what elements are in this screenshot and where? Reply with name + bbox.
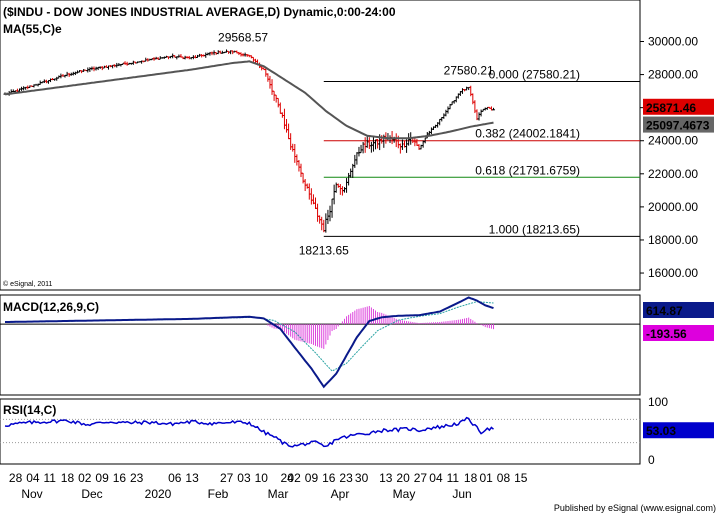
x-day-label: 09 bbox=[95, 471, 109, 485]
ma-badge: 25097.4673 bbox=[643, 116, 714, 133]
y-tick-label: 20000.00 bbox=[648, 200, 698, 214]
rsi-panel-frame bbox=[0, 398, 641, 465]
macd-hist-badge: -193.56 bbox=[643, 325, 714, 341]
x-day-label: 20 bbox=[396, 471, 410, 485]
macd-line bbox=[5, 296, 494, 389]
x-day-label: 23 bbox=[130, 471, 144, 485]
x-month-label: May bbox=[393, 487, 416, 501]
x-day-label: 18 bbox=[61, 471, 75, 485]
x-month-label: Jun bbox=[452, 487, 471, 501]
x-month-label: 2020 bbox=[145, 487, 172, 501]
x-day-label: 02 bbox=[287, 471, 301, 485]
price-annotation: 18213.65 bbox=[299, 243, 349, 257]
rsi-tick-label: 0 bbox=[648, 453, 655, 467]
x-day-label: 24 bbox=[281, 471, 295, 485]
macd-panel bbox=[0, 296, 640, 389]
rsi-badge-text: 53.03 bbox=[646, 424, 676, 438]
x-day-label: 04 bbox=[429, 471, 443, 485]
x-month-label: Nov bbox=[21, 487, 42, 501]
x-day-label: 15 bbox=[514, 471, 528, 485]
rsi-line bbox=[4, 416, 494, 448]
x-day-label: 23 bbox=[339, 471, 353, 485]
fib-label: 0.382 (24002.1841) bbox=[475, 127, 580, 141]
y-tick-label: 28000.00 bbox=[648, 68, 698, 82]
x-day-label: 10 bbox=[255, 471, 269, 485]
rsi-tick-label: 100 bbox=[648, 395, 668, 409]
price-panel-frame bbox=[0, 0, 641, 291]
x-day-label: 30 bbox=[355, 471, 369, 485]
x-day-label: 18 bbox=[464, 471, 478, 485]
x-day-label: 02 bbox=[78, 471, 92, 485]
price-annotations: 29568.57 27580.21 18213.65 bbox=[218, 31, 494, 258]
price-annotation: 29568.57 bbox=[218, 31, 268, 45]
x-month-label: Mar bbox=[268, 487, 289, 501]
x-day-label: 03 bbox=[237, 471, 251, 485]
x-day-label: 27 bbox=[220, 471, 234, 485]
y-tick-label: 22000.00 bbox=[648, 167, 698, 181]
fibonacci-levels: 0.000 (27580.21) 0.382 (24002.1841) 0.618 … bbox=[323, 68, 640, 237]
x-day-label: 16 bbox=[113, 471, 127, 485]
macd-legend: MACD(12,26,9,C) bbox=[3, 300, 99, 314]
y-tick-label: 18000.00 bbox=[648, 233, 698, 247]
rsi-badge-bg bbox=[643, 422, 714, 439]
fib-label: 0.618 (21791.6759) bbox=[475, 163, 580, 177]
x-day-label: 11 bbox=[447, 471, 460, 485]
y-tick-label: 16000.00 bbox=[648, 266, 698, 280]
price-badge: 25871.46 bbox=[643, 98, 714, 115]
fib-label: 0.000 (27580.21) bbox=[489, 68, 580, 82]
x-day-label: 13 bbox=[185, 471, 199, 485]
rsi-panel: 100 0 bbox=[0, 395, 668, 467]
x-day-label: 28 bbox=[9, 471, 23, 485]
price-badge-text: 25871.46 bbox=[646, 101, 696, 115]
macd-badge-bg bbox=[643, 302, 714, 318]
value-badges: 25871.46 25097.4673 614.87 -193.56 53.03 bbox=[643, 98, 714, 439]
publisher-text: Published by eSignal (www.esignal.com) bbox=[554, 503, 716, 513]
macd-badge-text: 614.87 bbox=[646, 304, 683, 318]
ma-badge-bg bbox=[643, 116, 714, 133]
macd-hist-badge-text: -193.56 bbox=[646, 327, 687, 341]
x-day-label: 01 bbox=[480, 471, 494, 485]
macd-badge: 614.87 bbox=[643, 302, 714, 318]
moving-average bbox=[4, 60, 494, 140]
y-tick-label: 30000.00 bbox=[648, 35, 698, 49]
price-bar bbox=[492, 107, 496, 111]
x-month-label: Dec bbox=[81, 487, 102, 501]
x-day-label: 13 bbox=[379, 471, 393, 485]
ma-badge-text: 25097.4673 bbox=[646, 119, 710, 133]
x-day-label: 04 bbox=[26, 471, 40, 485]
x-day-label: 08 bbox=[497, 471, 511, 485]
price-annotation: 27580.21 bbox=[444, 64, 494, 78]
fib-label: 1.000 (18213.65) bbox=[489, 222, 580, 236]
chart-title: ($INDU - DOW JONES INDUSTRIAL AVERAGE,D)… bbox=[3, 5, 396, 19]
x-day-label: 06 bbox=[168, 471, 182, 485]
x-month-label: Apr bbox=[331, 487, 350, 501]
copyright-text: © eSignal, 2011 bbox=[3, 280, 53, 288]
x-day-label: 27 bbox=[414, 471, 428, 485]
x-day-label: 16 bbox=[322, 471, 336, 485]
ma-legend: MA(55,C)e bbox=[3, 22, 62, 36]
macd-hist-badge-bg bbox=[643, 325, 714, 341]
rsi-badge: 53.03 bbox=[643, 422, 714, 439]
price-bars bbox=[3, 49, 496, 233]
price-y-axis: 30000.0028000.0026000.0024000.0022000.00… bbox=[640, 35, 698, 280]
price-badge-bg bbox=[643, 98, 714, 115]
x-day-label: 09 bbox=[305, 471, 319, 485]
x-month-label: Feb bbox=[208, 487, 229, 501]
ma-line bbox=[4, 60, 494, 140]
x-day-label: 11 bbox=[44, 471, 57, 485]
rsi-legend: RSI(14,C) bbox=[3, 403, 56, 417]
y-tick-label: 24000.00 bbox=[648, 134, 698, 148]
